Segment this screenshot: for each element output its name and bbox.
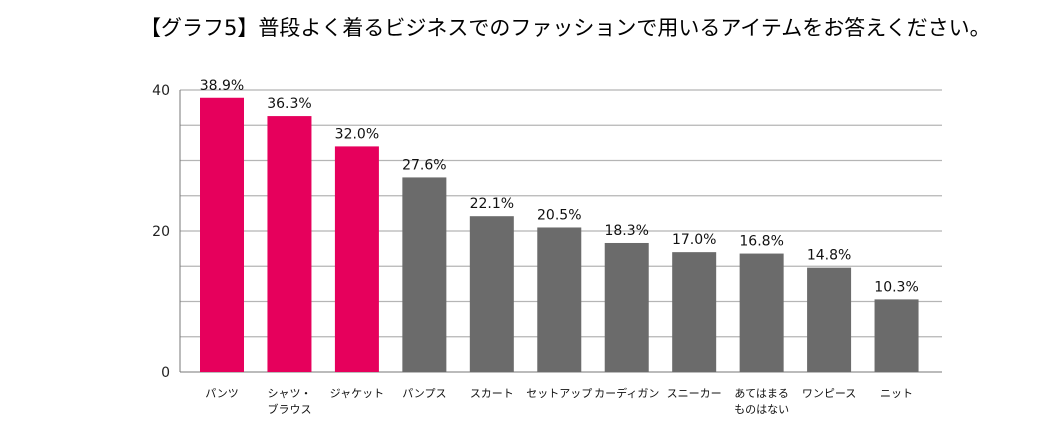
bar <box>469 216 514 372</box>
category-label: セットアップ <box>526 387 592 400</box>
category-label: スカート <box>470 387 514 400</box>
bar <box>267 116 312 373</box>
data-label: 16.8% <box>739 234 783 250</box>
bar <box>200 97 244 372</box>
data-label: 36.3% <box>267 96 311 112</box>
bar <box>537 227 582 372</box>
y-tick-label: 40 <box>152 83 170 99</box>
bar <box>807 267 852 372</box>
bar <box>874 299 919 372</box>
data-label: 32.0% <box>335 126 379 142</box>
data-label: 14.8% <box>807 248 851 264</box>
category-label: カーディガン <box>594 386 659 400</box>
category-label: ジャケット <box>330 387 384 400</box>
category-label: ニット <box>880 387 913 400</box>
data-label: 17.0% <box>672 232 716 248</box>
category-label: ワンピース <box>802 387 856 400</box>
category-label: スニーカー <box>667 387 722 400</box>
data-label: 27.6% <box>402 157 446 173</box>
y-tick-label: 20 <box>152 224 170 240</box>
bar <box>672 252 717 372</box>
data-label: 38.9% <box>200 78 244 94</box>
data-label: 20.5% <box>537 207 581 223</box>
data-labels: 38.9% 36.3% 32.0% 27.6% 22.1% 20.5% 18.3% 17.0%… <box>200 78 919 296</box>
bar <box>334 146 379 372</box>
bar <box>402 177 447 372</box>
category-label: パンツ <box>205 387 239 400</box>
chart-title: 【グラフ5】普段よく着るビジネスでのファッションで用いるアイテムをお答えください… <box>140 16 991 40</box>
bar <box>604 242 649 372</box>
category-labels: パンツ シャツ・ブラウス ジャケット パンプス スカート セットアップ カーディガン スニーカ… <box>205 386 913 416</box>
category-label: あてはまるものはない <box>734 387 789 416</box>
bars <box>200 97 919 373</box>
y-axis-ticks: 0 20 40 <box>152 83 170 381</box>
data-label: 10.3% <box>874 279 918 295</box>
bar <box>739 253 784 372</box>
category-label: パンプス <box>402 387 446 400</box>
y-tick-label: 0 <box>161 365 170 381</box>
data-label: 18.3% <box>604 223 648 239</box>
category-label: シャツ・ブラウス <box>267 387 311 416</box>
data-label: 22.1% <box>470 196 514 212</box>
